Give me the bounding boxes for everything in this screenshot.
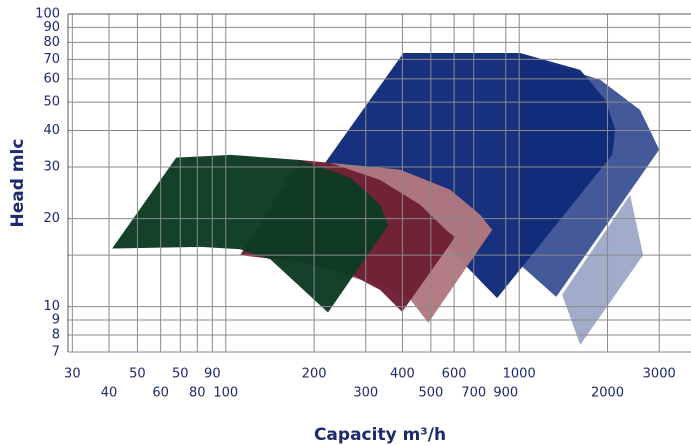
x-tick-label: 60 — [152, 386, 169, 401]
x-tick-label: 1000 — [503, 367, 536, 382]
x-tick-label: 3000 — [643, 367, 676, 382]
y-tick-label: 90 — [43, 20, 60, 35]
x-axis-title: Capacity m³/h — [314, 425, 446, 445]
region — [562, 194, 644, 345]
x-tick-label: 50 — [172, 367, 189, 382]
x-tick-label: 100 — [213, 386, 238, 401]
x-tick-label: 30 — [64, 367, 81, 382]
y-tick-label: 20 — [43, 211, 60, 226]
x-tick-label: 50 — [129, 367, 146, 382]
region — [325, 53, 616, 299]
x-tick-label: 2000 — [591, 386, 624, 401]
y-tick-label: 9 — [52, 313, 60, 328]
y-tick-label: 50 — [43, 95, 60, 110]
x-tick-label: 500 — [418, 386, 443, 401]
x-tick-label: 200 — [302, 367, 327, 382]
y-tick-label: 60 — [43, 71, 60, 86]
region — [112, 154, 389, 313]
y-tick-label: 7 — [52, 345, 60, 360]
y-tick-label: 30 — [43, 160, 60, 175]
x-tick-label: 600 — [442, 367, 467, 382]
y-tick-label: 10 — [43, 299, 60, 314]
y-tick-label: 8 — [52, 328, 60, 343]
x-tick-label: 80 — [189, 386, 206, 401]
y-axis-title: Head mlc — [8, 139, 28, 228]
x-tick-label: 700 — [461, 386, 486, 401]
y-tick-label: 80 — [43, 35, 60, 50]
y-tick-label: 40 — [43, 123, 60, 138]
x-tick-label: 300 — [353, 386, 378, 401]
y-tick-label: 100 — [35, 7, 60, 22]
x-tick-label: 40 — [101, 386, 118, 401]
x-tick-label: 90 — [204, 367, 221, 382]
x-tick-label: 900 — [493, 386, 518, 401]
y-tick-label: 70 — [43, 52, 60, 67]
x-tick-label: 400 — [390, 367, 415, 382]
